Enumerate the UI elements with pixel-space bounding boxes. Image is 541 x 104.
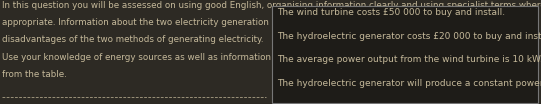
Text: The hydroelectric generator costs £20 000 to buy and install.: The hydroelectric generator costs £20 00…	[278, 32, 541, 41]
Text: The hydroelectric generator will produce a constant power output: The hydroelectric generator will produce…	[278, 79, 541, 88]
Text: The wind turbine costs £50 000 to buy and install.: The wind turbine costs £50 000 to buy an…	[278, 8, 506, 17]
Text: from the table.: from the table.	[2, 70, 67, 79]
Text: disadvantages of the two methods of generating electricity.: disadvantages of the two methods of gene…	[2, 35, 263, 44]
Text: appropriate. Information about the two electricity generation systems is given i: appropriate. Information about the two e…	[2, 18, 532, 27]
Bar	[272, 6, 538, 103]
Text: The average power output from the wind turbine is 10 kW.: The average power output from the wind t…	[278, 55, 541, 64]
Text: Use your knowledge of energy sources as well as information: Use your knowledge of energy sources as …	[2, 53, 271, 62]
Text: In this question you will be assessed on using good English, organising informat: In this question you will be assessed on…	[2, 1, 541, 10]
